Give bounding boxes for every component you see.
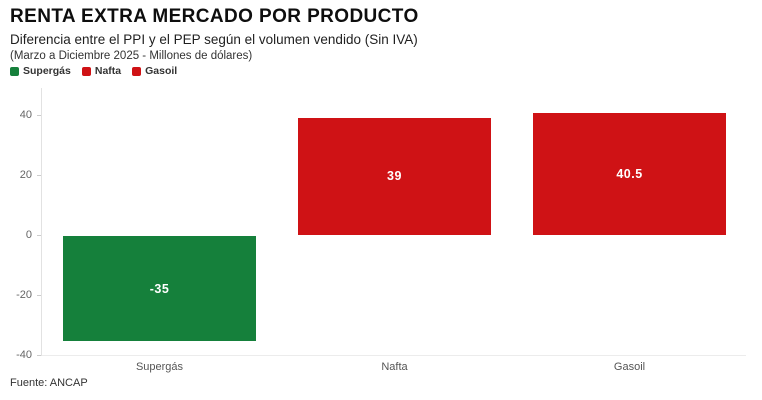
legend-label: Nafta: [94, 65, 122, 77]
legend-item-gasoil: Gasoil: [132, 65, 177, 77]
legend-label: Gasoil: [145, 65, 178, 77]
bar-value-label: 40.5: [616, 167, 643, 182]
x-axis-baseline: [42, 355, 746, 357]
y-axis-tick-label: 20: [19, 168, 32, 181]
bar-gasoil: 40.5: [533, 113, 726, 235]
legend-swatch-icon: [81, 66, 91, 76]
y-axis-tick-label: 0: [25, 229, 32, 241]
legend-item-supergas: Supergás: [10, 65, 71, 77]
legend-swatch-icon: [132, 66, 142, 76]
bar-value-label: -35: [149, 281, 170, 296]
legend-label: Supergás: [23, 65, 71, 77]
y-axis-tick-label: -20: [16, 289, 32, 302]
y-axis-tick: [37, 114, 41, 116]
x-axis-category-label: Nafta: [381, 361, 408, 373]
chart-legend: Supergás Nafta Gasoil: [10, 65, 177, 77]
y-axis-tick: [37, 235, 41, 236]
x-axis-category-label: Gasoil: [613, 361, 646, 373]
legend-swatch-icon: [10, 66, 19, 76]
y-axis-tick: [37, 295, 41, 297]
bar-value-label: 39: [387, 169, 402, 184]
y-axis-tick-label: -40: [16, 349, 32, 362]
chart-units-note: (Marzo a Diciembre 2025 - Millones de dó…: [10, 50, 253, 62]
legend-item-nafta: Nafta: [81, 65, 122, 77]
x-axis-category-label: Supergás: [135, 361, 184, 373]
y-axis-tick: [37, 355, 41, 357]
bar-nafta: 39: [298, 117, 491, 235]
bar-supergas: -35: [63, 236, 256, 342]
y-axis-tick: [37, 174, 41, 176]
plot-area: 40 20 0 -20 -40 -35 Supergás 39 Nafta 40.5 Gasoil: [16, 88, 746, 373]
chart-subtitle: Diferencia entre el PPI y el PEP según e…: [10, 32, 418, 47]
chart-title: RENTA EXTRA MERCADO POR PRODUCTO: [10, 6, 419, 27]
source-note: Fuente: ANCAP: [10, 377, 88, 389]
y-axis-tick-label: 40: [19, 108, 32, 121]
